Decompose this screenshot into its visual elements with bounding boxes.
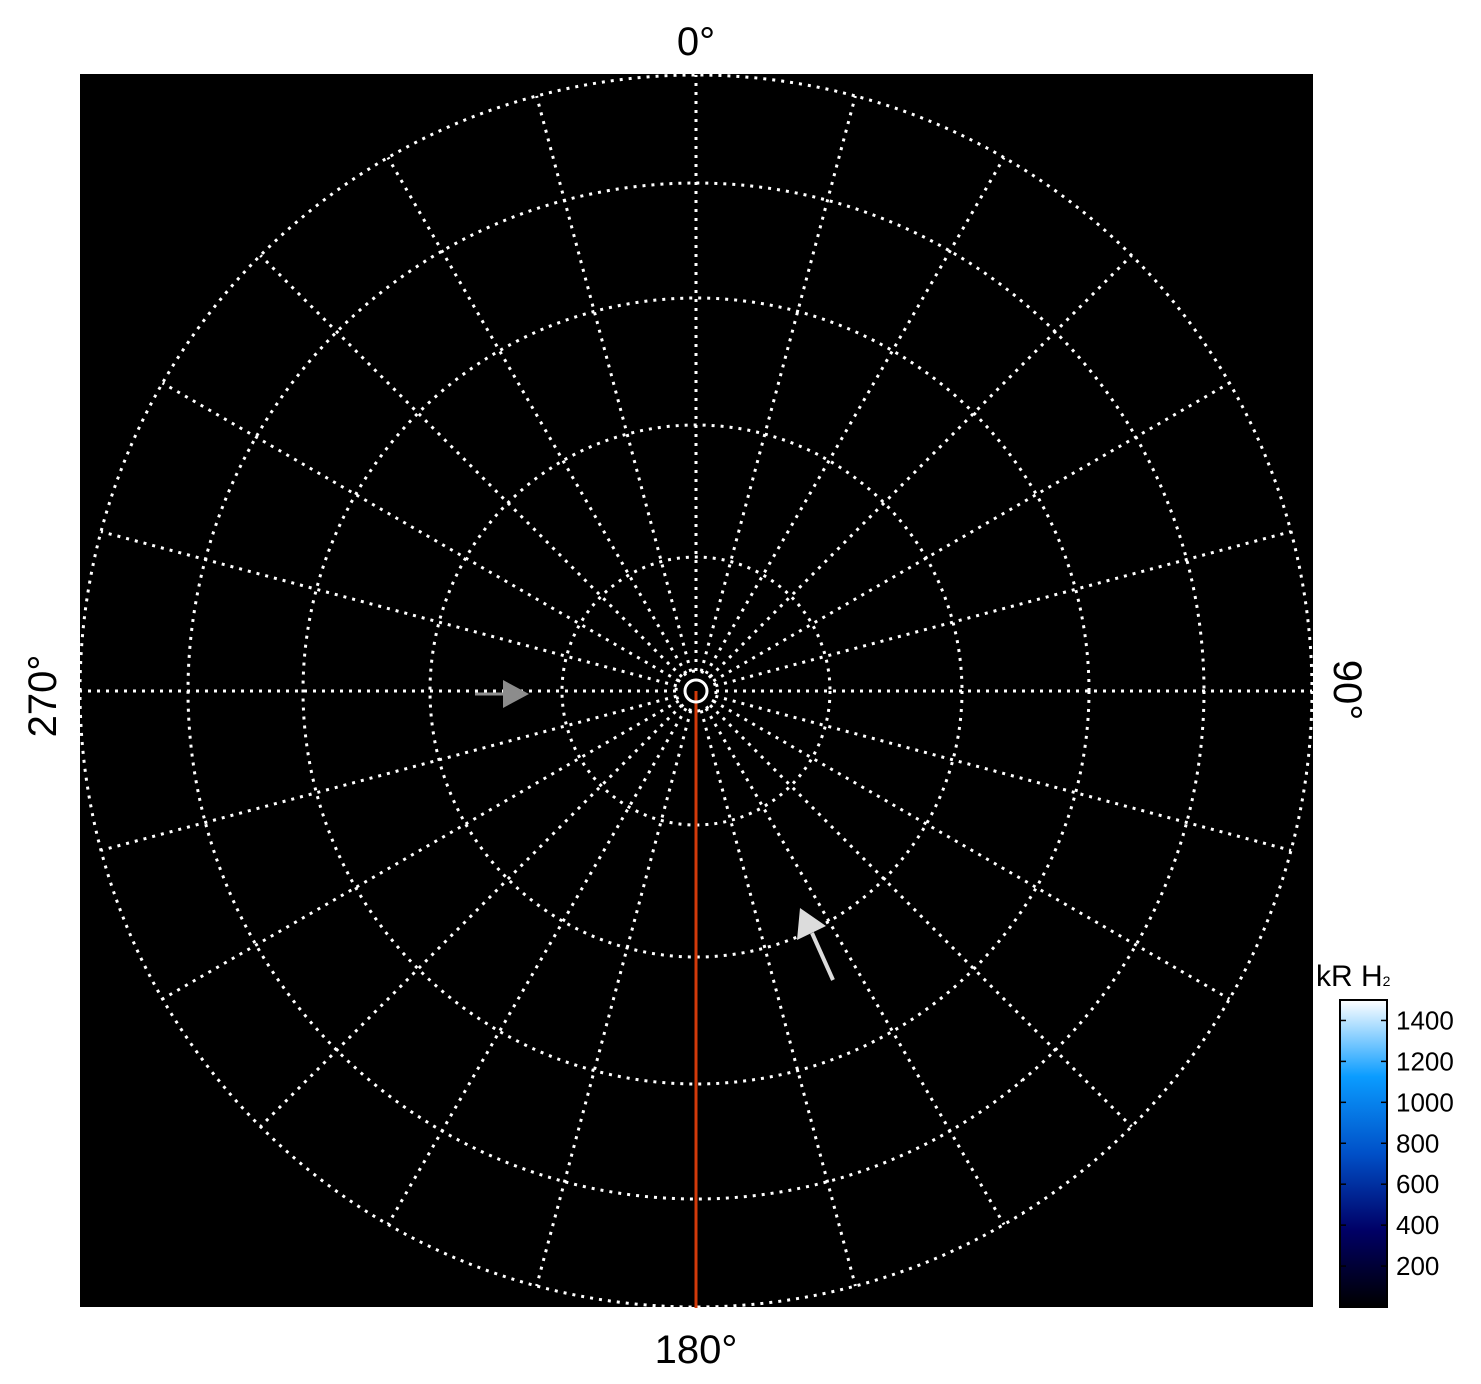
meridian-195 xyxy=(535,709,693,1287)
arrow-head-light xyxy=(797,908,826,940)
meridian-285 xyxy=(100,530,678,688)
meridian-120 xyxy=(712,699,1231,1001)
angle-label-180: 180° xyxy=(655,1328,738,1372)
meridian-30 xyxy=(704,156,1006,675)
meridian-240 xyxy=(161,699,680,1001)
colorbar-tick-label: 400 xyxy=(1396,1210,1439,1240)
arrow-head-gray xyxy=(503,680,529,708)
colorbar-tick-label: 200 xyxy=(1396,1251,1439,1281)
angle-label-90: 90° xyxy=(1325,660,1369,721)
meridian-60 xyxy=(712,381,1231,683)
colorbar: kR H2 200 400 600 800 1000 1200 1400 xyxy=(1316,960,1454,1308)
meridian-210 xyxy=(386,707,688,1226)
meridian-150 xyxy=(704,707,1006,1226)
colorbar-tick-label: 1200 xyxy=(1396,1046,1454,1076)
colorbar-tick-label: 800 xyxy=(1396,1128,1439,1158)
meridian-300 xyxy=(161,381,680,683)
colorbar-tick-label: 600 xyxy=(1396,1169,1439,1199)
meridian-165 xyxy=(699,709,857,1287)
parallel-circle-1 xyxy=(560,555,832,827)
meridian-255 xyxy=(100,694,678,852)
meridian-345 xyxy=(535,95,693,673)
meridian-330 xyxy=(386,156,688,675)
pole-marker xyxy=(683,678,709,704)
colorbar-tick-label: 1000 xyxy=(1396,1087,1454,1117)
meridian-105 xyxy=(714,694,1292,852)
arrow-shaft-light xyxy=(810,932,835,981)
meridian-225 xyxy=(259,704,683,1128)
angle-label-270: 270° xyxy=(21,655,65,738)
colorbar-tick-label: 1400 xyxy=(1396,1005,1454,1035)
parallel-circle-3 xyxy=(301,296,1091,1086)
meridian-15 xyxy=(699,95,857,673)
meridian-315 xyxy=(259,254,683,678)
angle-label-0: 0° xyxy=(677,20,715,64)
meridian-135 xyxy=(709,704,1133,1128)
meridian-75 xyxy=(714,530,1292,688)
colorbar-title: kR H2 xyxy=(1316,960,1391,993)
polar-grid xyxy=(80,74,1313,1307)
colorbar-gradient xyxy=(1339,999,1388,1308)
meridian-45 xyxy=(709,254,1133,678)
